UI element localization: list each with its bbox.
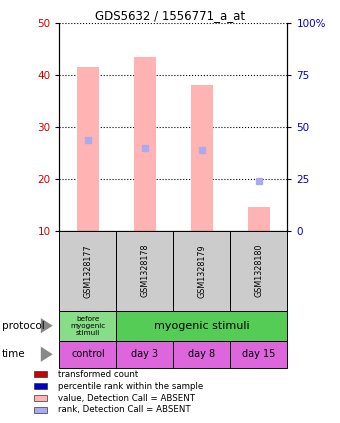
Text: day 3: day 3: [131, 349, 158, 359]
Bar: [248, 207, 270, 231]
Text: time: time: [2, 349, 25, 359]
Text: day 8: day 8: [188, 349, 216, 359]
Text: GSM1328178: GSM1328178: [140, 244, 149, 297]
Bar: [191, 85, 213, 231]
Text: GDS5632 / 1556771_a_at: GDS5632 / 1556771_a_at: [95, 9, 245, 22]
Text: before
myogenic
stimuli: before myogenic stimuli: [70, 316, 106, 336]
Text: protocol: protocol: [2, 321, 45, 331]
Text: control: control: [71, 349, 105, 359]
Text: value, Detection Call = ABSENT: value, Detection Call = ABSENT: [58, 393, 195, 403]
Text: myogenic stimuli: myogenic stimuli: [154, 321, 250, 331]
Bar: [134, 57, 156, 231]
Text: day 15: day 15: [242, 349, 275, 359]
Text: rank, Detection Call = ABSENT: rank, Detection Call = ABSENT: [58, 405, 190, 415]
Text: transformed count: transformed count: [58, 370, 138, 379]
Text: GSM1328180: GSM1328180: [254, 244, 263, 297]
Text: percentile rank within the sample: percentile rank within the sample: [58, 382, 203, 391]
Bar: [77, 67, 99, 231]
Text: GSM1328179: GSM1328179: [198, 244, 206, 297]
Text: GSM1328177: GSM1328177: [84, 244, 92, 297]
